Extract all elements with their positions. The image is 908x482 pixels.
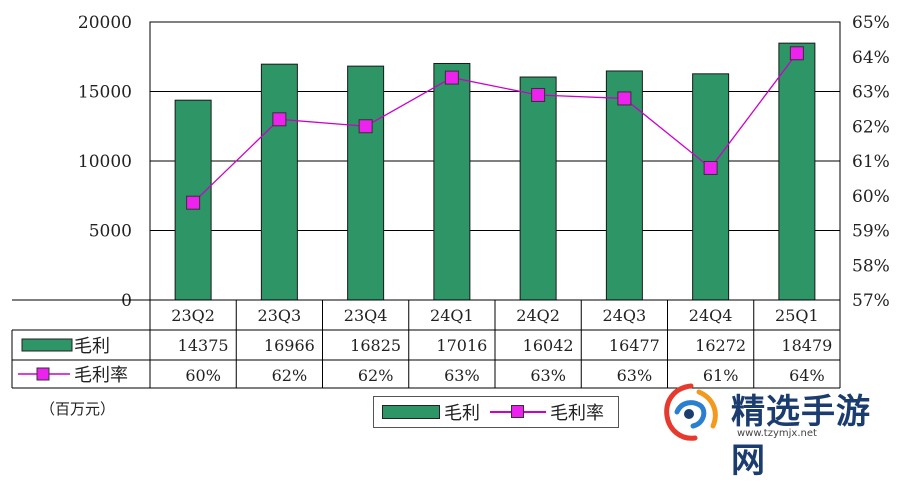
x-tick-label: 25Q1 xyxy=(775,306,819,325)
y-tick-label: 10000 xyxy=(78,152,132,172)
line-point xyxy=(617,91,632,106)
data-label: 63% xyxy=(530,366,566,385)
data-label: 61% xyxy=(703,366,739,385)
data-label: 16477 xyxy=(609,336,660,355)
data-label: 18479 xyxy=(781,336,832,355)
y2-tick-label: 62% xyxy=(852,117,890,137)
data-label: 62% xyxy=(358,366,394,385)
x-tick-label: 24Q3 xyxy=(603,306,647,325)
table-row-label: 毛利率 xyxy=(74,365,128,386)
x-tick-label: 23Q2 xyxy=(171,306,215,325)
data-label: 16042 xyxy=(523,336,574,355)
legend-bar-swatch xyxy=(382,405,440,419)
y2-tick-label: 63% xyxy=(852,83,890,103)
legend-line-marker xyxy=(511,405,524,418)
data-label: 16966 xyxy=(264,336,315,355)
y-tick-label: 15000 xyxy=(78,83,132,103)
combo-chart: 0 5000 10000 15000 20000 57% 58% 59% 60% 61% 62% 63… xyxy=(11,13,890,389)
y2-tick-label: 61% xyxy=(852,152,890,172)
legend-line-swatch xyxy=(490,404,546,420)
x-tick-label: 24Q4 xyxy=(689,306,733,325)
data-label: 63% xyxy=(444,366,480,385)
data-label: 64% xyxy=(789,366,825,385)
line-point xyxy=(444,70,459,85)
data-label: 14375 xyxy=(178,336,229,355)
bar xyxy=(778,42,816,301)
chart-legend: 毛利 毛利率 xyxy=(373,396,619,428)
y2-tick-label: 60% xyxy=(852,187,890,207)
data-label: 60% xyxy=(185,366,221,385)
x-tick-label: 24Q2 xyxy=(516,306,560,325)
bar xyxy=(519,76,557,301)
y-tick-label: 0 xyxy=(121,291,132,311)
data-label: 16272 xyxy=(695,336,746,355)
y-tick-label: 20000 xyxy=(78,13,132,33)
line-point xyxy=(531,87,546,102)
margin-line xyxy=(192,52,798,204)
bar xyxy=(347,65,385,301)
x-tick-label: 23Q3 xyxy=(258,306,302,325)
x-tick-label: 24Q1 xyxy=(430,306,474,325)
line-point xyxy=(358,119,373,134)
logo-icon xyxy=(664,383,718,441)
watermark-url: www.tzymjx.net xyxy=(737,428,817,439)
y2-tick-label: 64% xyxy=(852,48,890,68)
data-label: 62% xyxy=(272,366,308,385)
legend-line-label: 毛利率 xyxy=(550,403,604,424)
data-label: 17016 xyxy=(436,336,487,355)
bar xyxy=(433,62,471,301)
unit-label: （百万元） xyxy=(40,400,116,418)
table-bar-key xyxy=(21,338,73,352)
y2-tick-label: 57% xyxy=(852,291,890,311)
bar xyxy=(260,63,298,301)
table-line-marker xyxy=(36,367,50,381)
line-point xyxy=(272,112,287,127)
data-label: 63% xyxy=(617,366,653,385)
line-point xyxy=(186,195,201,210)
table-row-label: 毛利 xyxy=(74,336,110,357)
data-label: 16825 xyxy=(350,336,401,355)
watermark-logo: 精选手游网 www.tzymjx.net xyxy=(655,378,905,481)
line-point xyxy=(703,160,718,175)
legend-bar-label: 毛利 xyxy=(444,403,480,424)
x-tick-label: 23Q4 xyxy=(344,306,388,325)
y2-tick-label: 65% xyxy=(852,13,890,33)
bar xyxy=(692,73,730,301)
bar xyxy=(605,70,643,301)
line-point xyxy=(789,46,804,61)
y-tick-label: 5000 xyxy=(89,222,132,242)
y2-tick-label: 58% xyxy=(852,256,890,276)
y2-tick-label: 59% xyxy=(852,222,890,242)
